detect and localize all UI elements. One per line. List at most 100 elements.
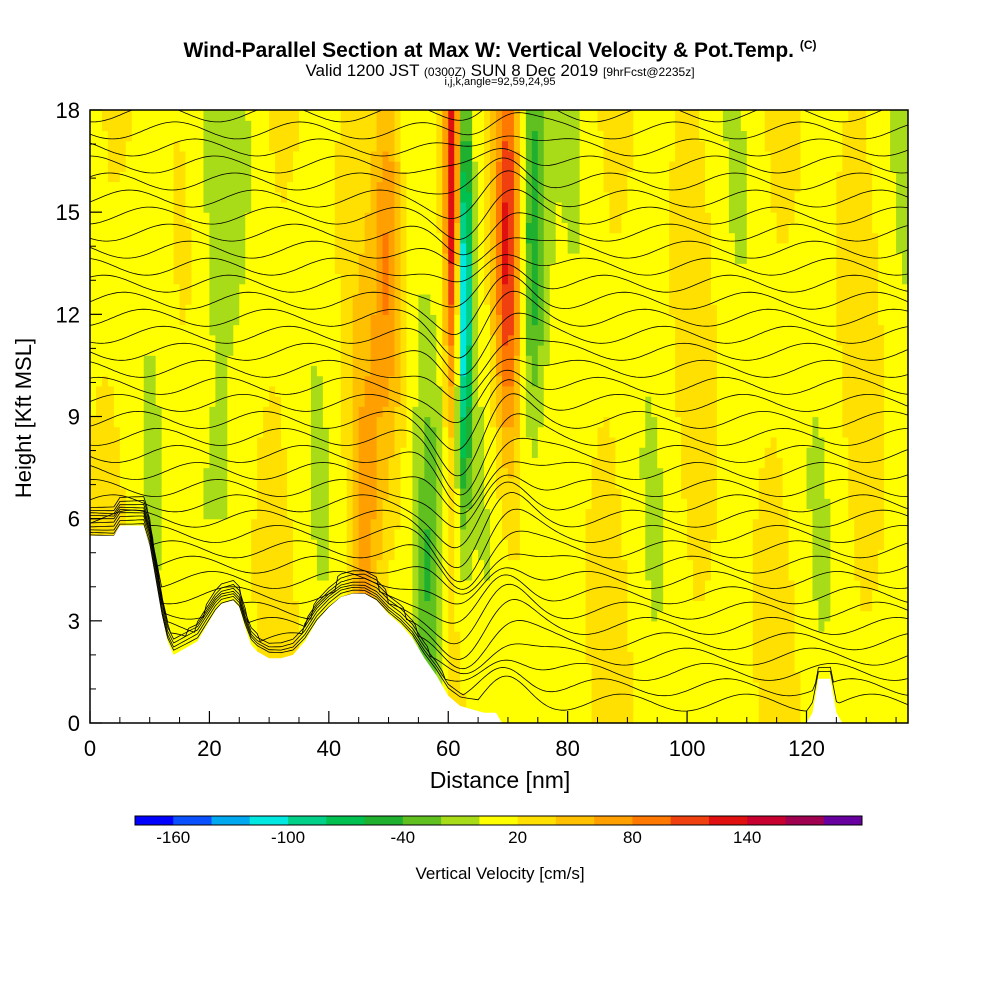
velocity-cell <box>340 508 348 520</box>
velocity-cell <box>513 671 521 683</box>
velocity-cell <box>388 549 396 561</box>
velocity-cell <box>352 171 360 183</box>
velocity-cell <box>161 314 169 326</box>
velocity-cell <box>275 283 282 295</box>
velocity-cell <box>119 283 127 295</box>
velocity-cell <box>269 263 276 275</box>
velocity-cell <box>227 263 234 275</box>
velocity-cell <box>167 396 175 407</box>
velocity-cell <box>454 355 461 367</box>
velocity-cell <box>448 457 455 469</box>
velocity-cell <box>191 539 199 550</box>
velocity-cell <box>370 324 378 336</box>
velocity-cell <box>161 191 169 203</box>
velocity-cell <box>496 304 503 315</box>
velocity-cell <box>149 314 157 326</box>
velocity-cell <box>358 518 366 530</box>
velocity-cell <box>507 508 515 520</box>
velocity-cell <box>275 212 282 223</box>
velocity-cell <box>269 253 276 264</box>
velocity-cell <box>424 222 431 234</box>
velocity-cell <box>185 273 193 285</box>
velocity-cell <box>191 222 199 234</box>
velocity-cell <box>418 344 425 356</box>
velocity-cell <box>519 631 527 642</box>
velocity-cell <box>388 426 396 438</box>
velocity-cell <box>173 406 181 418</box>
velocity-cell <box>221 253 228 264</box>
velocity-cell <box>179 416 187 428</box>
velocity-cell <box>549 702 557 714</box>
velocity-cell <box>95 110 103 121</box>
velocity-cell <box>149 324 157 336</box>
velocity-cell <box>191 242 199 254</box>
velocity-cell <box>304 579 312 591</box>
velocity-cell <box>454 569 461 581</box>
velocity-cell <box>251 457 258 469</box>
velocity-cell <box>501 477 509 489</box>
velocity-cell <box>322 324 330 336</box>
velocity-cell <box>561 263 569 275</box>
velocity-cell <box>478 406 485 418</box>
velocity-cell <box>472 263 479 275</box>
velocity-cell <box>281 365 288 377</box>
velocity-cell <box>358 569 366 581</box>
velocity-cell <box>567 436 575 448</box>
velocity-cell <box>137 344 145 356</box>
velocity-cell <box>161 406 169 418</box>
velocity-cell <box>101 140 109 152</box>
velocity-cell <box>513 171 521 183</box>
velocity-cell <box>173 416 181 428</box>
velocity-cell <box>257 242 264 254</box>
velocity-cell <box>275 365 282 377</box>
velocity-cell <box>215 283 222 295</box>
velocity-cell <box>484 263 491 275</box>
velocity-cell <box>567 273 575 285</box>
velocity-cell <box>155 549 163 561</box>
velocity-cell <box>400 488 408 499</box>
velocity-cell <box>239 181 246 193</box>
velocity-cell <box>466 253 473 264</box>
velocity-cell <box>555 201 563 213</box>
velocity-cell <box>113 140 121 152</box>
velocity-cell <box>281 222 288 234</box>
velocity-cell <box>436 283 443 295</box>
velocity-cell <box>364 150 372 162</box>
velocity-cell <box>561 559 569 571</box>
velocity-cell <box>322 508 330 520</box>
velocity-cell <box>406 110 414 121</box>
velocity-cell <box>555 334 563 346</box>
velocity-cell <box>478 212 485 223</box>
velocity-cell <box>125 263 133 275</box>
velocity-cell <box>245 467 252 479</box>
velocity-cell <box>221 396 228 407</box>
velocity-cell <box>90 263 97 275</box>
velocity-cell <box>388 263 396 275</box>
velocity-cell <box>245 631 252 642</box>
velocity-cell <box>561 171 569 183</box>
velocity-cell <box>281 171 288 183</box>
velocity-cell <box>209 334 216 346</box>
velocity-cell <box>143 191 151 203</box>
velocity-cell <box>161 467 169 479</box>
velocity-cell <box>454 120 461 132</box>
velocity-cell <box>287 222 294 234</box>
velocity-cell <box>561 212 569 223</box>
velocity-cell <box>501 631 509 642</box>
velocity-cell <box>203 600 211 612</box>
velocity-cell <box>287 273 294 285</box>
velocity-cell <box>257 528 264 540</box>
velocity-cell <box>113 120 121 132</box>
velocity-cell <box>561 641 569 653</box>
velocity-cell <box>263 385 270 397</box>
velocity-cell <box>179 488 187 499</box>
velocity-cell <box>448 110 455 121</box>
velocity-cell <box>125 375 133 387</box>
velocity-cell <box>543 365 551 377</box>
velocity-cell <box>513 692 521 704</box>
velocity-cell <box>227 559 234 571</box>
velocity-cell <box>328 590 336 601</box>
velocity-cell <box>173 447 181 458</box>
velocity-cell <box>310 375 318 387</box>
velocity-cell <box>466 600 473 612</box>
